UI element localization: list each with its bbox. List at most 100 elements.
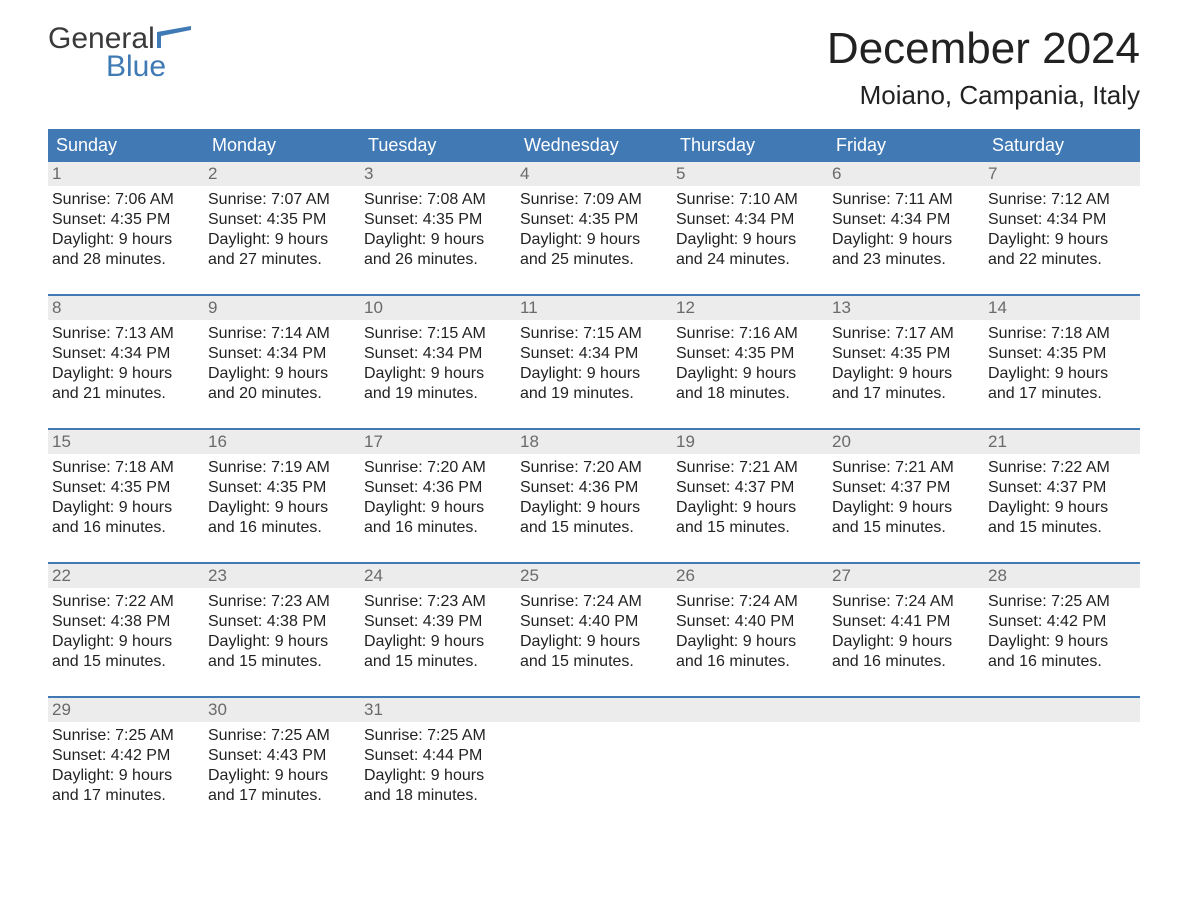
day2-text: and 17 minutes.	[208, 786, 354, 806]
day-number: 21	[984, 430, 1140, 454]
sunset-text: Sunset: 4:43 PM	[208, 746, 354, 766]
day2-text: and 16 minutes.	[988, 652, 1134, 672]
day-number: 13	[828, 296, 984, 320]
day2-text: and 19 minutes.	[520, 384, 666, 404]
day2-text: and 15 minutes.	[832, 518, 978, 538]
day1-text: Daylight: 9 hours	[988, 230, 1134, 250]
day-number	[516, 698, 672, 722]
day-number: 19	[672, 430, 828, 454]
sunset-text: Sunset: 4:35 PM	[52, 478, 198, 498]
day1-text: Daylight: 9 hours	[520, 230, 666, 250]
sunrise-text: Sunrise: 7:11 AM	[832, 190, 978, 210]
day-number: 30	[204, 698, 360, 722]
day2-text: and 17 minutes.	[52, 786, 198, 806]
sunset-text: Sunset: 4:42 PM	[988, 612, 1134, 632]
day2-text: and 18 minutes.	[676, 384, 822, 404]
day-cell: Sunrise: 7:08 AMSunset: 4:35 PMDaylight:…	[360, 186, 516, 280]
day2-text: and 16 minutes.	[52, 518, 198, 538]
weekday-header: Sunday	[48, 129, 204, 162]
day1-text: Daylight: 9 hours	[520, 632, 666, 652]
sunrise-text: Sunrise: 7:20 AM	[364, 458, 510, 478]
sunset-text: Sunset: 4:34 PM	[676, 210, 822, 230]
day1-text: Daylight: 9 hours	[364, 632, 510, 652]
sunset-text: Sunset: 4:35 PM	[832, 344, 978, 364]
day-number: 4	[516, 162, 672, 186]
day-cell: Sunrise: 7:23 AMSunset: 4:39 PMDaylight:…	[360, 588, 516, 682]
sunset-text: Sunset: 4:34 PM	[832, 210, 978, 230]
day-number: 14	[984, 296, 1140, 320]
sunrise-text: Sunrise: 7:06 AM	[52, 190, 198, 210]
sunset-text: Sunset: 4:34 PM	[988, 210, 1134, 230]
day1-text: Daylight: 9 hours	[52, 632, 198, 652]
day1-text: Daylight: 9 hours	[832, 230, 978, 250]
day-cell: Sunrise: 7:22 AMSunset: 4:38 PMDaylight:…	[48, 588, 204, 682]
day2-text: and 16 minutes.	[832, 652, 978, 672]
day2-text: and 15 minutes.	[520, 652, 666, 672]
day-cell: Sunrise: 7:18 AMSunset: 4:35 PMDaylight:…	[48, 454, 204, 548]
day1-text: Daylight: 9 hours	[676, 498, 822, 518]
day-number: 25	[516, 564, 672, 588]
day1-text: Daylight: 9 hours	[208, 364, 354, 384]
day-cell: Sunrise: 7:21 AMSunset: 4:37 PMDaylight:…	[828, 454, 984, 548]
sunset-text: Sunset: 4:44 PM	[364, 746, 510, 766]
sunrise-text: Sunrise: 7:15 AM	[520, 324, 666, 344]
day1-text: Daylight: 9 hours	[208, 230, 354, 250]
sunrise-text: Sunrise: 7:21 AM	[676, 458, 822, 478]
day2-text: and 26 minutes.	[364, 250, 510, 270]
day-number: 26	[672, 564, 828, 588]
sunset-text: Sunset: 4:41 PM	[832, 612, 978, 632]
day2-text: and 16 minutes.	[208, 518, 354, 538]
sunrise-text: Sunrise: 7:18 AM	[988, 324, 1134, 344]
sunset-text: Sunset: 4:35 PM	[364, 210, 510, 230]
day-number: 18	[516, 430, 672, 454]
sunset-text: Sunset: 4:34 PM	[364, 344, 510, 364]
day-cell: Sunrise: 7:20 AMSunset: 4:36 PMDaylight:…	[516, 454, 672, 548]
day2-text: and 15 minutes.	[676, 518, 822, 538]
day2-text: and 25 minutes.	[520, 250, 666, 270]
sunrise-text: Sunrise: 7:20 AM	[520, 458, 666, 478]
sunset-text: Sunset: 4:35 PM	[52, 210, 198, 230]
day2-text: and 24 minutes.	[676, 250, 822, 270]
day1-text: Daylight: 9 hours	[832, 498, 978, 518]
day-cell	[828, 722, 984, 816]
day2-text: and 23 minutes.	[832, 250, 978, 270]
day-number: 10	[360, 296, 516, 320]
day1-text: Daylight: 9 hours	[988, 632, 1134, 652]
day-cell: Sunrise: 7:11 AMSunset: 4:34 PMDaylight:…	[828, 186, 984, 280]
weekday-header: Wednesday	[516, 129, 672, 162]
header-bar: General Blue December 2024 Moiano, Campa…	[48, 24, 1140, 111]
day2-text: and 15 minutes.	[520, 518, 666, 538]
day1-text: Daylight: 9 hours	[208, 766, 354, 786]
day1-text: Daylight: 9 hours	[52, 230, 198, 250]
day-cell: Sunrise: 7:15 AMSunset: 4:34 PMDaylight:…	[360, 320, 516, 414]
sunrise-text: Sunrise: 7:15 AM	[364, 324, 510, 344]
sunrise-text: Sunrise: 7:24 AM	[832, 592, 978, 612]
day-cell	[516, 722, 672, 816]
sunrise-text: Sunrise: 7:25 AM	[988, 592, 1134, 612]
sunrise-text: Sunrise: 7:19 AM	[208, 458, 354, 478]
day-cell: Sunrise: 7:14 AMSunset: 4:34 PMDaylight:…	[204, 320, 360, 414]
sunset-text: Sunset: 4:37 PM	[832, 478, 978, 498]
day1-text: Daylight: 9 hours	[832, 364, 978, 384]
sunrise-text: Sunrise: 7:25 AM	[364, 726, 510, 746]
sunset-text: Sunset: 4:38 PM	[208, 612, 354, 632]
day2-text: and 17 minutes.	[988, 384, 1134, 404]
day2-text: and 27 minutes.	[208, 250, 354, 270]
sunset-text: Sunset: 4:35 PM	[988, 344, 1134, 364]
day-number: 5	[672, 162, 828, 186]
day2-text: and 16 minutes.	[364, 518, 510, 538]
day2-text: and 17 minutes.	[832, 384, 978, 404]
day1-text: Daylight: 9 hours	[520, 498, 666, 518]
sunset-text: Sunset: 4:35 PM	[520, 210, 666, 230]
location-subtitle: Moiano, Campania, Italy	[827, 80, 1140, 111]
day-number: 29	[48, 698, 204, 722]
day-cell: Sunrise: 7:25 AMSunset: 4:42 PMDaylight:…	[984, 588, 1140, 682]
day2-text: and 19 minutes.	[364, 384, 510, 404]
sunset-text: Sunset: 4:40 PM	[676, 612, 822, 632]
sunset-text: Sunset: 4:40 PM	[520, 612, 666, 632]
calendar-table: Sunday Monday Tuesday Wednesday Thursday…	[48, 129, 1140, 816]
brand-word-2: Blue	[48, 52, 191, 82]
day2-text: and 15 minutes.	[988, 518, 1134, 538]
day1-text: Daylight: 9 hours	[52, 766, 198, 786]
day-number: 1	[48, 162, 204, 186]
